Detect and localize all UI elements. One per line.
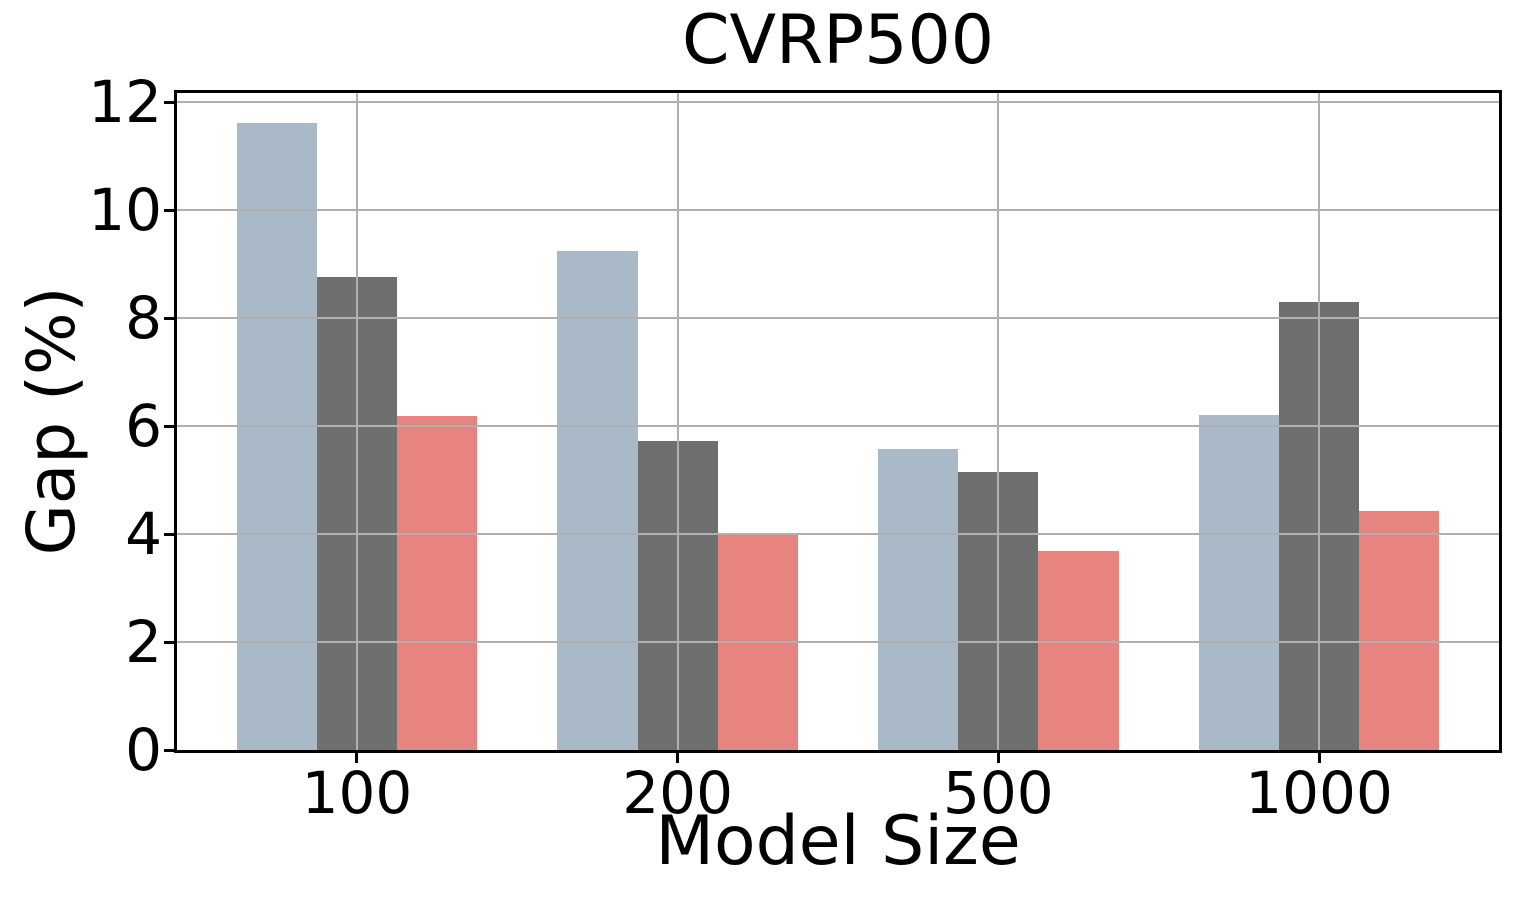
x-tick-label-200: 200	[622, 759, 733, 827]
bar-blue-gray-500	[878, 449, 959, 750]
bar-blue-gray-100	[236, 122, 317, 750]
y-tick-label-12: 12	[88, 68, 162, 137]
y-tick-label-4: 4	[125, 500, 162, 569]
bar-blue-gray-200	[557, 250, 638, 750]
y-tick-label-6: 6	[125, 392, 162, 461]
bar-salmon-red-100	[397, 415, 478, 750]
gridline-x-500	[997, 93, 1000, 750]
gridline-y-8	[177, 317, 1499, 320]
y-tick-label-8: 8	[125, 284, 162, 353]
y-tick-label-0: 0	[125, 716, 162, 784]
gridline-y-10	[177, 209, 1499, 212]
x-tick-mark-500	[996, 750, 1000, 763]
y-tick-mark-4	[164, 532, 177, 536]
y-tick-mark-2	[164, 640, 177, 644]
x-tick-label-100: 100	[301, 759, 413, 827]
plot-area	[177, 93, 1499, 750]
x-tick-mark-100	[355, 750, 359, 763]
x-tick-label-500: 500	[942, 759, 1054, 827]
gridline-x-1000	[1318, 93, 1321, 750]
x-tick-label-1000: 1000	[1245, 759, 1393, 827]
x-tick-mark-1000	[1317, 750, 1321, 763]
x-tick-mark-200	[676, 750, 680, 763]
gridline-y-4	[177, 533, 1499, 536]
gridline-y-12	[177, 101, 1499, 104]
y-tick-mark-0	[164, 748, 177, 752]
y-tick-label-10: 10	[88, 176, 162, 245]
gridline-y-6	[177, 425, 1499, 428]
chart-title: CVRP500	[681, 1, 995, 80]
gridline-x-100	[355, 93, 358, 750]
y-tick-mark-12	[164, 100, 177, 104]
bar-blue-gray-1000	[1198, 414, 1279, 750]
y-tick-mark-10	[164, 208, 177, 212]
bar-salmon-red-500	[1038, 550, 1119, 750]
x-axis-label: Model Size	[655, 802, 1021, 881]
gridline-y-2	[177, 641, 1499, 644]
y-tick-label-2: 2	[125, 608, 162, 677]
y-tick-mark-6	[164, 424, 177, 428]
y-tick-mark-8	[164, 316, 177, 320]
gridline-x-200	[676, 93, 679, 750]
bar-salmon-red-1000	[1359, 510, 1440, 750]
